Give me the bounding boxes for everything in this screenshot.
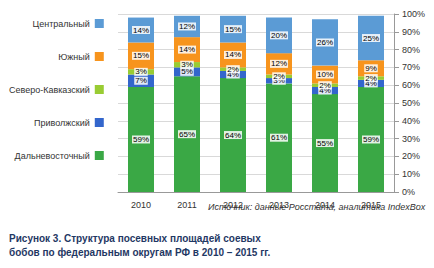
svg-text:26%: 26% xyxy=(317,38,333,47)
svg-text:0%: 0% xyxy=(402,187,415,197)
svg-text:2%: 2% xyxy=(365,74,377,83)
svg-text:Южный: Южный xyxy=(58,52,90,62)
svg-text:59%: 59% xyxy=(133,135,149,144)
svg-text:7%: 7% xyxy=(135,76,147,85)
svg-text:55%: 55% xyxy=(317,139,333,148)
svg-text:61%: 61% xyxy=(271,133,287,142)
svg-text:2011: 2011 xyxy=(177,200,196,210)
svg-text:2010: 2010 xyxy=(131,200,151,210)
svg-text:2%: 2% xyxy=(273,72,285,81)
svg-text:20%: 20% xyxy=(402,151,420,161)
svg-text:4%: 4% xyxy=(365,78,377,88)
svg-text:5%: 5% xyxy=(181,67,193,77)
svg-text:2012: 2012 xyxy=(223,200,243,210)
svg-text:4%: 4% xyxy=(227,70,239,79)
svg-text:65%: 65% xyxy=(179,130,195,139)
svg-text:80%: 80% xyxy=(402,45,420,55)
svg-text:70%: 70% xyxy=(402,62,420,72)
svg-text:12%: 12% xyxy=(179,22,195,31)
svg-text:10%: 10% xyxy=(317,70,333,79)
svg-text:15%: 15% xyxy=(133,51,149,60)
svg-text:40%: 40% xyxy=(402,116,420,126)
svg-text:60%: 60% xyxy=(402,80,420,90)
svg-text:Северо-Кавказский: Северо-Кавказский xyxy=(9,85,90,95)
svg-text:Рисунок 3. Структура посевных: Рисунок 3. Структура посевных площадей с… xyxy=(9,233,263,244)
svg-text:10%: 10% xyxy=(402,169,420,179)
svg-text:25%: 25% xyxy=(363,34,379,43)
svg-text:4%: 4% xyxy=(319,86,331,95)
svg-text:12%: 12% xyxy=(271,59,287,68)
svg-text:9%: 9% xyxy=(365,64,377,73)
svg-text:2013: 2013 xyxy=(269,200,289,210)
svg-text:Дальневосточный: Дальневосточный xyxy=(15,151,90,161)
svg-text:Приволжский: Приволжский xyxy=(34,118,90,128)
svg-text:100%: 100% xyxy=(402,9,425,19)
svg-text:14%: 14% xyxy=(133,26,149,35)
svg-text:50%: 50% xyxy=(402,98,420,108)
svg-text:2014: 2014 xyxy=(315,200,335,210)
svg-text:2%: 2% xyxy=(319,81,331,90)
svg-text:3%: 3% xyxy=(181,60,193,69)
svg-text:14%: 14% xyxy=(225,50,241,59)
svg-text:59%: 59% xyxy=(363,135,379,144)
svg-text:2015: 2015 xyxy=(361,200,381,210)
svg-text:15%: 15% xyxy=(225,25,241,34)
svg-text:64%: 64% xyxy=(225,131,241,140)
svg-text:14%: 14% xyxy=(179,45,195,54)
svg-text:90%: 90% xyxy=(402,27,420,37)
svg-text:3%: 3% xyxy=(135,67,147,76)
svg-text:бобов по федеральным округам Р: бобов по федеральным округам РФ в 2010 –… xyxy=(9,247,270,258)
svg-text:Центральный: Центральный xyxy=(33,19,90,29)
svg-text:30%: 30% xyxy=(402,134,420,144)
svg-text:2%: 2% xyxy=(227,65,239,74)
svg-text:20%: 20% xyxy=(271,31,287,40)
